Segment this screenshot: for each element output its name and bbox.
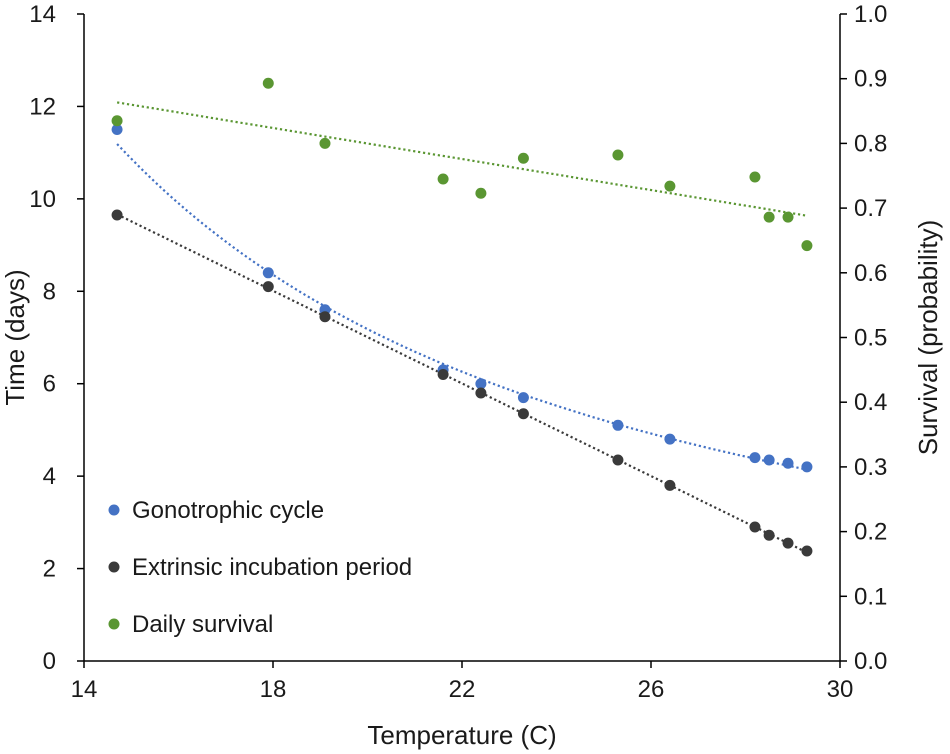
gonotrophic-cycle-point xyxy=(782,457,794,469)
legend-marker-extrinsic-incubation-period xyxy=(108,561,120,573)
y-right-tick-label: 0.2 xyxy=(854,519,887,546)
y-right-tick-label: 0.4 xyxy=(854,389,887,416)
y-left-tick-label: 2 xyxy=(43,556,56,583)
y-left-tick-label: 12 xyxy=(29,93,56,120)
extrinsic-incubation-period-point xyxy=(763,529,775,541)
y-left-tick-label: 10 xyxy=(29,186,56,213)
gonotrophic-cycle-point xyxy=(749,452,761,464)
daily-survival-point xyxy=(111,115,123,127)
x-tick-label: 22 xyxy=(449,676,476,703)
extrinsic-incubation-period-point xyxy=(749,521,761,533)
extrinsic-incubation-period-point xyxy=(517,408,529,420)
x-tick-label: 30 xyxy=(827,676,854,703)
daily-survival-point xyxy=(782,211,794,223)
gonotrophic-cycle-trendline xyxy=(116,143,808,471)
data-points xyxy=(111,77,813,557)
extrinsic-incubation-period-point xyxy=(782,537,794,549)
x-tick-label: 26 xyxy=(638,676,665,703)
y-left-tick-label: 14 xyxy=(29,1,56,28)
y-right-tick-label: 0.5 xyxy=(854,325,887,352)
legend-marker-daily-survival xyxy=(108,618,120,630)
legend-label-daily-survival: Daily survival xyxy=(132,611,273,638)
daily-survival-point xyxy=(262,77,274,89)
legend-label-extrinsic-incubation-period: Extrinsic incubation period xyxy=(132,554,412,581)
daily-survival-point xyxy=(612,149,624,161)
y-right-tick-label: 0.6 xyxy=(854,260,887,287)
y-right-tick-label: 0.9 xyxy=(854,66,887,93)
legend: Gonotrophic cycle Extrinsic incubation pe… xyxy=(108,497,412,638)
y-axis-right-title: Survival (probability) xyxy=(913,220,943,456)
x-tick-label: 14 xyxy=(71,676,98,703)
y-right-tick-label: 0.7 xyxy=(854,195,887,222)
extrinsic-incubation-period-point xyxy=(801,545,813,557)
gonotrophic-cycle-point xyxy=(475,378,487,390)
daily-survival-point xyxy=(517,152,529,164)
gonotrophic-cycle-point xyxy=(517,392,529,404)
gonotrophic-cycle-point xyxy=(262,267,274,279)
y-left-tick-label: 6 xyxy=(43,371,56,398)
daily-survival-point xyxy=(801,240,813,252)
y-right-tick-label: 1.0 xyxy=(854,1,887,28)
y-axis-left-title: Time (days) xyxy=(0,269,30,405)
extrinsic-incubation-period-point xyxy=(664,479,676,491)
extrinsic-incubation-period-point xyxy=(111,209,123,221)
daily-survival-point xyxy=(749,171,761,183)
gonotrophic-cycle-point xyxy=(801,461,813,473)
daily-survival-point xyxy=(664,180,676,192)
daily-survival-point xyxy=(437,173,449,185)
x-axis-title: Temperature (C) xyxy=(367,720,556,750)
daily-survival-point xyxy=(763,211,775,223)
y-left-tick-label: 8 xyxy=(43,278,56,305)
extrinsic-incubation-period-trendline xyxy=(116,213,808,554)
y-right-tick-label: 0.8 xyxy=(854,130,887,157)
y-left-tick-label: 4 xyxy=(43,463,56,490)
extrinsic-incubation-period-point xyxy=(612,454,624,466)
extrinsic-incubation-period-point xyxy=(262,281,274,293)
daily-survival-point xyxy=(475,187,487,199)
legend-label-gonotrophic-cycle: Gonotrophic cycle xyxy=(132,497,324,524)
y-right-tick-label: 0.3 xyxy=(854,454,887,481)
gonotrophic-cycle-point xyxy=(111,124,123,136)
extrinsic-incubation-period-point xyxy=(319,311,331,323)
y-right-tick-label: 0.0 xyxy=(854,648,887,675)
extrinsic-incubation-period-point xyxy=(475,387,487,399)
daily-survival-point xyxy=(319,137,331,149)
axes: 14 18 22 26 30 0 2 4 6 8 10 12 14 0.0 0.1 0.2 0.3 0.4 0.5 0… xyxy=(29,1,887,703)
trendlines xyxy=(116,101,808,554)
gonotrophic-cycle-point xyxy=(612,419,624,431)
gonotrophic-cycle-point xyxy=(664,433,676,445)
gonotrophic-cycle-point xyxy=(763,454,775,466)
daily-survival-trendline xyxy=(116,101,808,217)
y-right-tick-label: 0.1 xyxy=(854,583,887,610)
x-tick-label: 18 xyxy=(260,676,287,703)
legend-marker-gonotrophic-cycle xyxy=(108,504,120,516)
y-left-tick-label: 0 xyxy=(43,648,56,675)
extrinsic-incubation-period-point xyxy=(437,368,449,380)
